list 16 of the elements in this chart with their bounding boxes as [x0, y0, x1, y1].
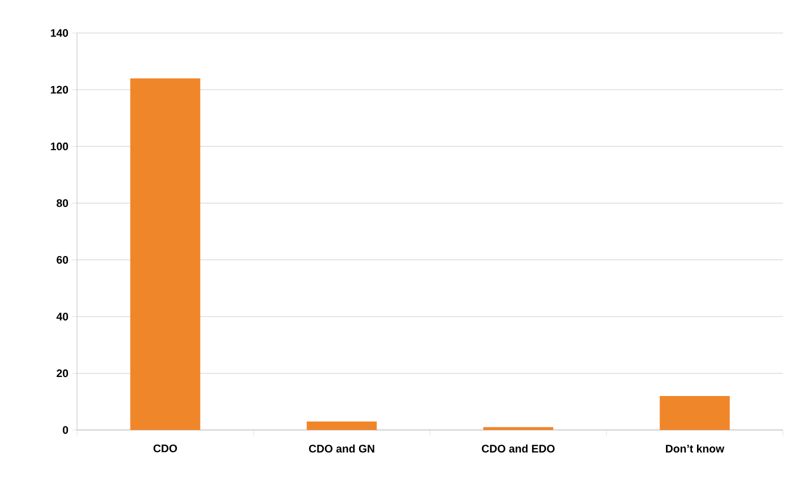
- bar: [306, 421, 377, 430]
- x-tick-label: CDO: [154, 444, 177, 452]
- x-tick-label: Don’t know: [666, 444, 724, 453]
- y-tick-label: 120: [50, 86, 68, 94]
- y-tick-label: 140: [50, 29, 68, 37]
- x-tick-label: CDO and GN: [309, 444, 374, 453]
- y-tick-label: 100: [50, 142, 68, 150]
- bar: [660, 396, 730, 430]
- y-tick-label: 80: [56, 199, 68, 208]
- y-tick-label: 20: [56, 369, 68, 378]
- y-tick-label: 40: [56, 312, 68, 320]
- bar: [130, 78, 200, 430]
- bar: [483, 427, 554, 430]
- x-tick-label: CDO and EDO: [482, 444, 555, 453]
- y-tick-label: 60: [56, 256, 68, 264]
- y-tick-label: 0: [62, 426, 68, 434]
